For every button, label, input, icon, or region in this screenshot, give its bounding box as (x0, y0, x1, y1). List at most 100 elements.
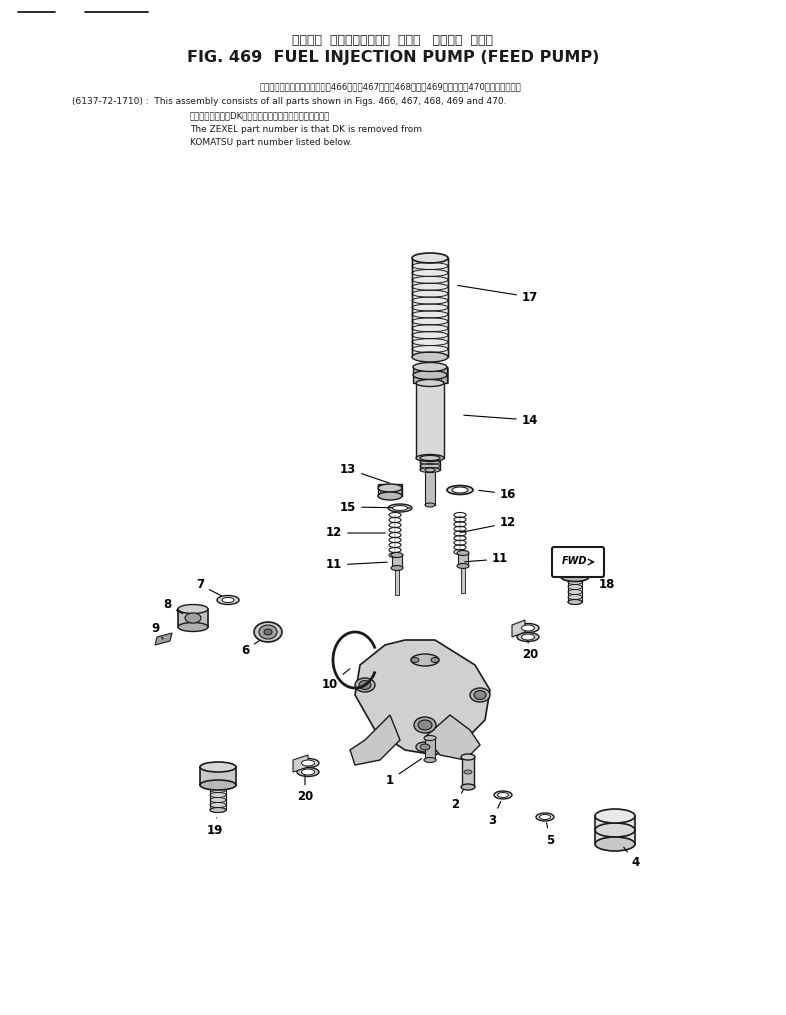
Ellipse shape (517, 623, 539, 632)
Ellipse shape (254, 622, 282, 642)
Ellipse shape (416, 380, 444, 387)
Ellipse shape (217, 596, 239, 605)
Ellipse shape (517, 632, 539, 641)
Ellipse shape (210, 808, 226, 812)
Text: The ZEXEL part number is that DK is removed from: The ZEXEL part number is that DK is remo… (190, 125, 422, 134)
Ellipse shape (391, 552, 403, 557)
Ellipse shape (210, 783, 226, 788)
Text: 6: 6 (241, 640, 259, 657)
Ellipse shape (568, 574, 582, 580)
Text: 20: 20 (297, 774, 313, 804)
Text: KOMATSU part number listed below.: KOMATSU part number listed below. (190, 137, 352, 146)
Bar (416, 383, 444, 458)
Text: 9: 9 (151, 621, 163, 639)
Ellipse shape (359, 680, 371, 689)
Ellipse shape (264, 629, 272, 635)
Text: 2: 2 (451, 788, 465, 812)
Text: 5: 5 (545, 823, 554, 847)
Ellipse shape (425, 468, 435, 472)
Text: 8: 8 (163, 599, 182, 614)
Bar (210, 785, 226, 810)
Bar (425, 738, 435, 760)
Text: このアセンブリの構成部品は図466図，図467図，図468図，図469図および図470図を含みます．: このアセンブリの構成部品は図466図，図467図，図468図，図469図および図… (259, 82, 521, 91)
Ellipse shape (416, 742, 434, 752)
Ellipse shape (392, 505, 407, 511)
Text: 12: 12 (326, 527, 385, 540)
Ellipse shape (413, 362, 447, 371)
Bar (420, 458, 440, 470)
Ellipse shape (452, 487, 468, 493)
Polygon shape (293, 755, 308, 772)
Ellipse shape (536, 813, 554, 821)
Ellipse shape (420, 456, 440, 461)
Ellipse shape (297, 758, 319, 767)
Ellipse shape (378, 484, 402, 492)
Ellipse shape (595, 809, 635, 823)
Text: 1: 1 (386, 758, 422, 787)
Ellipse shape (388, 504, 412, 512)
Text: (6137-72-1710) :  This assembly consists of all parts shown in Figs. 466, 467, 4: (6137-72-1710) : This assembly consists … (72, 96, 506, 106)
Ellipse shape (420, 468, 440, 473)
Ellipse shape (457, 550, 469, 555)
Ellipse shape (413, 370, 447, 380)
Ellipse shape (461, 754, 475, 760)
Bar (462, 757, 474, 787)
Ellipse shape (297, 767, 319, 776)
Text: 記者のメーカ記号DKを除いたものがゼクセルの番号です．: 記者のメーカ記号DKを除いたものがゼクセルの番号です． (190, 112, 330, 121)
FancyBboxPatch shape (552, 547, 604, 577)
Bar (425, 470, 435, 505)
Text: 17: 17 (457, 285, 538, 303)
Bar (378, 484, 402, 496)
Ellipse shape (391, 565, 403, 570)
Ellipse shape (416, 455, 444, 462)
Text: フェエル  インジェクション  ポンプ   フィード  ポンプ: フェエル インジェクション ポンプ フィード ポンプ (292, 33, 494, 47)
Ellipse shape (424, 757, 436, 762)
Ellipse shape (447, 485, 473, 494)
Ellipse shape (431, 658, 439, 663)
Ellipse shape (412, 352, 448, 362)
Ellipse shape (498, 793, 509, 798)
Ellipse shape (200, 762, 236, 772)
Ellipse shape (178, 605, 208, 613)
Bar (458, 553, 468, 566)
Bar (412, 258, 448, 357)
Ellipse shape (222, 598, 234, 603)
Ellipse shape (470, 688, 490, 702)
Bar (568, 577, 582, 602)
Ellipse shape (568, 600, 582, 605)
Ellipse shape (425, 503, 435, 508)
Ellipse shape (494, 791, 512, 799)
Text: FWD: FWD (562, 556, 588, 566)
Ellipse shape (561, 572, 589, 582)
Bar (561, 561, 589, 577)
Ellipse shape (418, 720, 432, 730)
Ellipse shape (302, 760, 314, 766)
Ellipse shape (378, 492, 402, 500)
Ellipse shape (259, 625, 277, 639)
Ellipse shape (414, 717, 436, 733)
Ellipse shape (412, 253, 448, 263)
Ellipse shape (595, 823, 635, 837)
Text: 14: 14 (464, 413, 538, 426)
Text: FIG. 469  FUEL INJECTION PUMP (FEED PUMP): FIG. 469 FUEL INJECTION PUMP (FEED PUMP) (187, 50, 599, 65)
Ellipse shape (521, 634, 534, 640)
Text: 15: 15 (340, 500, 410, 514)
Polygon shape (155, 633, 172, 645)
Bar (395, 568, 399, 595)
Ellipse shape (521, 625, 534, 631)
Ellipse shape (474, 690, 486, 699)
Ellipse shape (200, 780, 236, 790)
Ellipse shape (539, 814, 550, 819)
Ellipse shape (302, 769, 314, 775)
Text: 12: 12 (461, 517, 516, 533)
Ellipse shape (185, 613, 201, 623)
Bar (178, 609, 208, 627)
Polygon shape (350, 715, 400, 765)
Text: 18: 18 (590, 574, 615, 592)
Bar (392, 555, 402, 568)
Bar (461, 566, 465, 593)
Polygon shape (512, 620, 525, 637)
Ellipse shape (411, 658, 419, 663)
Ellipse shape (464, 770, 472, 774)
Ellipse shape (461, 784, 475, 790)
